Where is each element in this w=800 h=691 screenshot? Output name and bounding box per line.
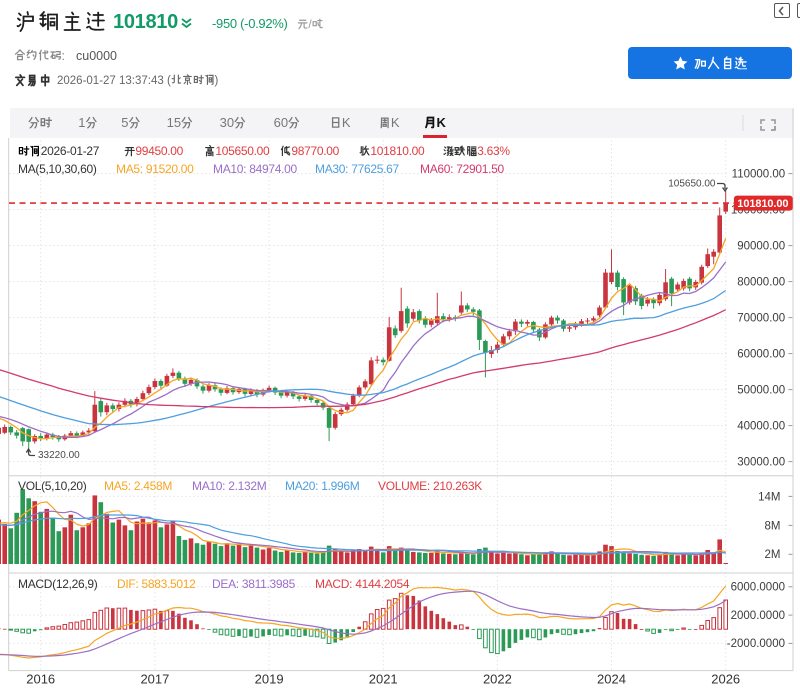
svg-text:110000.00: 110000.00 (732, 169, 786, 181)
svg-text:2022: 2022 (483, 672, 512, 687)
svg-text:80000.00: 80000.00 (737, 277, 785, 289)
svg-text:2M: 2M (765, 549, 781, 561)
svg-text:2021: 2021 (369, 672, 398, 687)
svg-text:70000.00: 70000.00 (737, 313, 785, 325)
svg-text:105650.00: 105650.00 (668, 178, 716, 189)
svg-text:101810.00: 101810.00 (737, 198, 788, 210)
svg-text:2016: 2016 (26, 672, 55, 687)
svg-text:2026: 2026 (711, 672, 740, 687)
svg-text:50000.00: 50000.00 (737, 385, 785, 397)
svg-text:14M: 14M (758, 491, 780, 503)
svg-text:2017: 2017 (140, 672, 169, 687)
svg-text:-2000.0000: -2000.0000 (727, 638, 785, 650)
svg-text:2024: 2024 (597, 672, 626, 687)
svg-text:6000.0000: 6000.0000 (731, 582, 785, 594)
svg-text:8M: 8M (765, 520, 781, 532)
svg-text:2019: 2019 (255, 672, 284, 687)
svg-text:30000.00: 30000.00 (737, 457, 785, 469)
svg-text:60000.00: 60000.00 (737, 349, 785, 361)
svg-text:40000.00: 40000.00 (737, 421, 785, 433)
svg-text:2000.0000: 2000.0000 (731, 610, 785, 622)
svg-text:90000.00: 90000.00 (737, 241, 785, 253)
svg-text:33220.00: 33220.00 (38, 450, 80, 461)
